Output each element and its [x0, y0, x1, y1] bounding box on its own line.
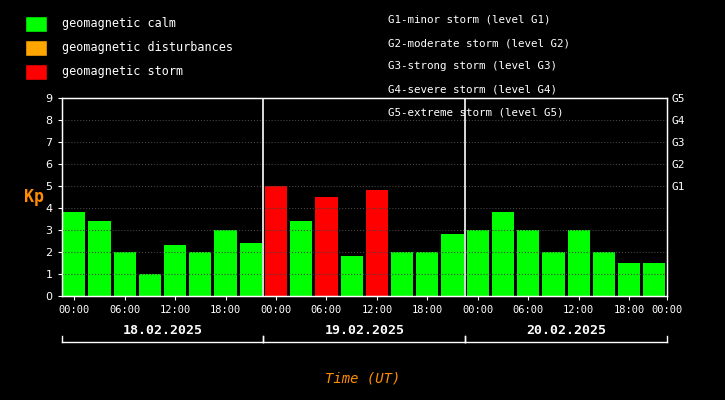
Text: 20.02.2025: 20.02.2025: [526, 324, 606, 336]
Bar: [492, 212, 514, 296]
Bar: [366, 190, 388, 296]
Text: geomagnetic storm: geomagnetic storm: [62, 66, 183, 78]
Text: G1-minor storm (level G1): G1-minor storm (level G1): [388, 15, 550, 25]
Bar: [643, 263, 666, 296]
Text: 19.02.2025: 19.02.2025: [324, 324, 405, 336]
Bar: [341, 256, 362, 296]
Bar: [694, 252, 716, 296]
Bar: [416, 252, 439, 296]
Text: Time (UT): Time (UT): [325, 371, 400, 385]
Bar: [568, 230, 590, 296]
Bar: [240, 243, 262, 296]
Bar: [138, 274, 161, 296]
Text: 18.02.2025: 18.02.2025: [123, 324, 202, 336]
Bar: [315, 197, 338, 296]
Bar: [391, 252, 413, 296]
Bar: [593, 252, 615, 296]
Bar: [467, 230, 489, 296]
Bar: [189, 252, 212, 296]
Bar: [517, 230, 539, 296]
Bar: [88, 221, 110, 296]
Text: G4-severe storm (level G4): G4-severe storm (level G4): [388, 85, 557, 95]
Text: geomagnetic calm: geomagnetic calm: [62, 18, 175, 30]
Bar: [542, 252, 565, 296]
Bar: [114, 252, 136, 296]
Bar: [265, 186, 287, 296]
Bar: [442, 234, 464, 296]
Bar: [618, 263, 640, 296]
Bar: [290, 221, 312, 296]
Text: G2-moderate storm (level G2): G2-moderate storm (level G2): [388, 38, 570, 48]
Bar: [63, 212, 86, 296]
Text: G5-extreme storm (level G5): G5-extreme storm (level G5): [388, 108, 563, 118]
Bar: [215, 230, 236, 296]
Text: G3-strong storm (level G3): G3-strong storm (level G3): [388, 62, 557, 72]
Bar: [668, 274, 691, 296]
Text: geomagnetic disturbances: geomagnetic disturbances: [62, 42, 233, 54]
Bar: [164, 245, 186, 296]
Y-axis label: Kp: Kp: [25, 188, 44, 206]
